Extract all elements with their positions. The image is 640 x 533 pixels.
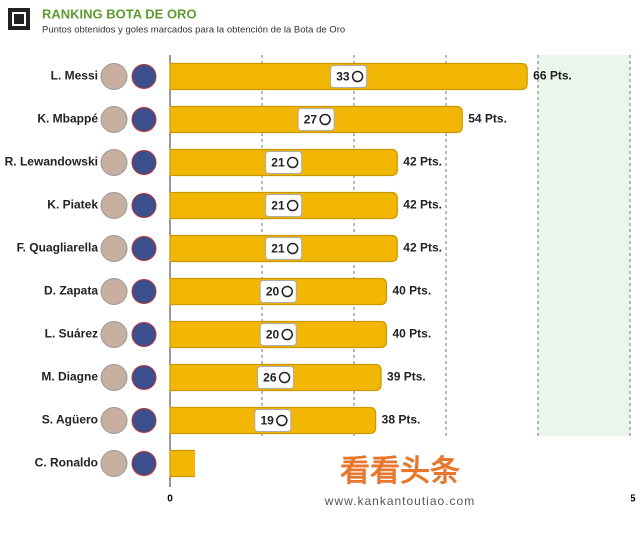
club-badge (131, 193, 157, 218)
logo-mark (12, 12, 26, 26)
player-photo (100, 106, 128, 133)
value-label: 38 Pts. (382, 413, 421, 427)
ball-icon (286, 199, 299, 212)
goal-label: 20 (266, 328, 280, 342)
player-photo (100, 407, 128, 434)
club-badge (131, 150, 157, 175)
club-badge (131, 236, 157, 261)
goal-label: 27 (304, 113, 318, 127)
player-photo (100, 192, 128, 219)
player-photo (100, 450, 128, 477)
value-label: 42 Pts. (403, 155, 442, 169)
player-photo (100, 321, 128, 348)
club-badge (131, 408, 157, 433)
goal-label: 33 (336, 70, 350, 84)
club-badge (131, 64, 157, 89)
club-badge (131, 322, 157, 347)
ball-icon (281, 328, 293, 341)
y-tick-label: C. Ronaldo (35, 456, 98, 470)
ball-icon (286, 156, 299, 169)
value-label: 66 Pts. (533, 69, 572, 83)
y-tick-label: L. Suárez (45, 327, 98, 341)
value-label: 39 Pts. (387, 370, 426, 384)
value-label: 42 Pts. (403, 241, 442, 255)
goal-label: 21 (271, 156, 285, 170)
watermark-bg (195, 436, 631, 520)
chart-subtitle: Puntos obtenidos y goles marcados para l… (42, 25, 345, 36)
logo (8, 8, 30, 30)
value-label: 42 Pts. (403, 198, 442, 212)
ball-icon (276, 414, 288, 427)
y-tick-label: S. Agüero (42, 413, 98, 427)
club-badge (131, 279, 157, 304)
player-photo (100, 149, 128, 176)
goal-label: 21 (271, 199, 285, 213)
ball-icon (351, 70, 364, 83)
club-badge (131, 107, 157, 132)
y-tick-label: M. Diagne (41, 370, 98, 384)
player-photo (100, 278, 128, 305)
band (538, 55, 630, 487)
y-tick-label: K. Mbappé (37, 112, 98, 126)
club-badge (131, 451, 157, 476)
watermark: 看看头条 www.kankantoutiao.com (195, 436, 631, 520)
watermark-url: www.kankantoutiao.com (324, 494, 475, 508)
ball-icon (278, 371, 291, 384)
goal-label: 19 (260, 414, 274, 428)
ball-icon (281, 285, 293, 298)
value-label: 40 Pts. (392, 284, 431, 298)
y-tick-label: F. Quagliarella (17, 241, 99, 255)
y-tick-label: L. Messi (51, 69, 98, 83)
club-badge (131, 365, 157, 390)
y-tick-label: R. Lewandowski (5, 155, 98, 169)
y-tick-label: D. Zapata (44, 284, 98, 298)
goal-label: 21 (271, 242, 285, 256)
value-label: 40 Pts. (392, 327, 431, 341)
chart-title: RANKING BOTA DE ORO (42, 6, 197, 21)
player-photo (100, 364, 128, 391)
y-tick-label: K. Piatek (47, 198, 98, 212)
ball-icon (286, 242, 299, 255)
goal-label: 20 (266, 285, 280, 299)
player-photo (100, 63, 128, 90)
player-photo (100, 235, 128, 262)
watermark-title: 看看头条 (340, 455, 460, 488)
ball-icon (319, 113, 331, 126)
x-tick-label: 0 (167, 494, 173, 505)
value-label: 54 Pts. (468, 112, 507, 126)
goal-label: 26 (263, 371, 277, 385)
